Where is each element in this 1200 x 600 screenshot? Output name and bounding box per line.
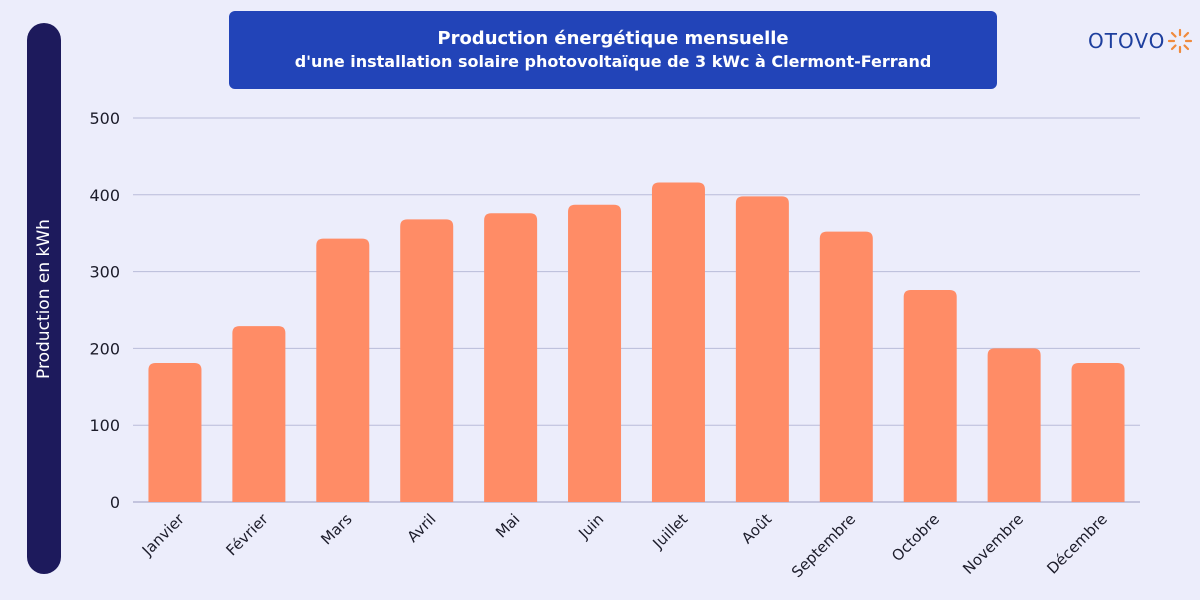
bar: [819, 231, 873, 502]
y-tick-label: 500: [89, 109, 120, 128]
bar: [316, 238, 370, 503]
y-tick-label: 400: [89, 186, 120, 205]
y-tick-label: 100: [89, 416, 120, 435]
bar: [400, 219, 454, 502]
chart-subtitle: d'une installation solaire photovoltaïqu…: [294, 52, 932, 71]
y-tick-label: 0: [110, 493, 120, 512]
bar: [568, 204, 622, 502]
x-tick-label: Décembre: [1043, 510, 1111, 578]
x-tick-label: Avril: [404, 510, 440, 546]
bar: [232, 326, 286, 502]
chart-title-box: Production énergétique mensuelle d'une i…: [229, 11, 997, 89]
sun-icon: [1168, 28, 1193, 54]
logo-wordmark: OTOVO: [1088, 29, 1166, 53]
bar: [1071, 362, 1125, 502]
x-tick-label: Juillet: [648, 510, 691, 553]
x-tick-label: Juin: [574, 510, 607, 543]
x-tick-label: Mai: [492, 510, 523, 541]
bar: [484, 213, 538, 502]
otovo-logo: OTOVO: [1088, 26, 1193, 56]
x-tick-label: Janvier: [138, 510, 188, 560]
y-tick-label: 200: [89, 339, 120, 358]
bar: [903, 290, 957, 502]
x-tick-label: Septembre: [788, 510, 859, 581]
y-tick-label: 300: [89, 263, 120, 282]
bar: [987, 348, 1041, 502]
chart-title: Production énergétique mensuelle: [437, 28, 789, 49]
y-axis-label-panel: Production en kWh: [27, 23, 61, 574]
bar: [148, 362, 202, 502]
x-tick-label: Février: [222, 510, 272, 560]
bar: [735, 196, 789, 502]
x-tick-label: Août: [738, 510, 775, 547]
x-tick-label: Mars: [317, 510, 355, 548]
x-tick-label: Novembre: [959, 510, 1027, 578]
bar: [651, 182, 705, 502]
x-tick-label: Octobre: [888, 510, 943, 565]
